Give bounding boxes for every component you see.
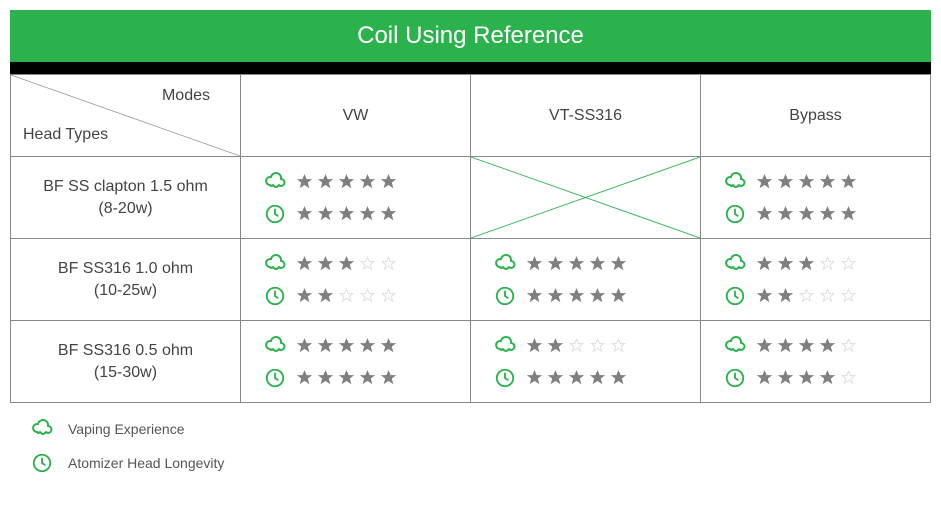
cloud-icon [493,252,517,276]
rating-cell [701,157,931,239]
divider-bar [10,62,931,74]
vape-rating [723,334,856,358]
vape-rating [263,334,396,358]
cloud-icon [263,252,287,276]
head-type-watt: (15-30w) [11,364,240,382]
table-row: BF SS clapton 1.5 ohm (8-20w) [11,157,931,239]
star-rating [297,174,396,189]
legend: Vaping Experience Atomizer Head Longevit… [10,417,931,475]
head-type-watt: (10-25w) [11,282,240,300]
clock-icon [723,366,747,390]
row-header: BF SS clapton 1.5 ohm (8-20w) [11,157,241,239]
rating-cell [241,239,471,321]
rating-cell [701,321,931,403]
cloud-icon [723,170,747,194]
head-type-name: BF SS clapton 1.5 ohm [11,178,240,196]
legend-time: Atomizer Head Longevity [30,451,931,475]
page-title: Coil Using Reference [10,10,931,62]
star-rating [757,174,856,189]
rating-cell [241,321,471,403]
clock-icon [493,284,517,308]
longevity-rating [493,366,626,390]
cloud-icon [723,252,747,276]
star-rating [297,338,396,353]
rating-cell [471,239,701,321]
cloud-icon [263,334,287,358]
star-rating [757,256,856,271]
vape-rating [723,170,856,194]
cloud-icon [263,170,287,194]
clock-icon [493,366,517,390]
longevity-rating [723,202,856,226]
cloud-icon [723,334,747,358]
star-rating [297,206,396,221]
rating-cell [471,157,701,239]
modes-label: Modes [162,87,210,105]
vape-rating [263,170,396,194]
clock-icon [723,202,747,226]
rating-cell [471,321,701,403]
row-header: BF SS316 0.5 ohm (15-30w) [11,321,241,403]
row-header: BF SS316 1.0 ohm (10-25w) [11,239,241,321]
vape-rating [723,252,856,276]
longevity-rating [723,284,856,308]
clock-icon [263,202,287,226]
col-header-vtss: VT-SS316 [471,75,701,157]
longevity-rating [723,366,856,390]
star-rating [757,338,856,353]
star-rating [297,288,396,303]
cloud-icon [493,334,517,358]
star-rating [527,338,626,353]
rating-cell [241,157,471,239]
star-rating [527,370,626,385]
head-type-watt: (8-20w) [11,200,240,218]
star-rating [297,256,396,271]
rating-cell [701,239,931,321]
star-rating [527,256,626,271]
legend-vape: Vaping Experience [30,417,931,441]
head-type-name: BF SS316 1.0 ohm [11,260,240,278]
star-rating [297,370,396,385]
legend-vape-label: Vaping Experience [68,421,184,437]
star-rating [757,288,856,303]
star-rating [527,288,626,303]
diagonal-header: Modes Head Types [11,75,241,157]
cloud-icon [30,417,54,441]
longevity-rating [263,202,396,226]
star-rating [757,370,856,385]
legend-time-label: Atomizer Head Longevity [68,455,224,471]
col-header-bypass: Bypass [701,75,931,157]
clock-icon [723,284,747,308]
reference-table: Modes Head Types VW VT-SS316 Bypass BF S… [10,74,931,403]
clock-icon [263,366,287,390]
table-row: BF SS316 0.5 ohm (15-30w) [11,321,931,403]
head-type-name: BF SS316 0.5 ohm [11,342,240,360]
longevity-rating [263,366,396,390]
clock-icon [263,284,287,308]
clock-icon [30,451,54,475]
head-types-label: Head Types [23,126,108,144]
longevity-rating [263,284,396,308]
star-rating [757,206,856,221]
vape-rating [493,252,626,276]
table-row: BF SS316 1.0 ohm (10-25w) [11,239,931,321]
vape-rating [263,252,396,276]
col-header-vw: VW [241,75,471,157]
longevity-rating [493,284,626,308]
vape-rating [493,334,626,358]
